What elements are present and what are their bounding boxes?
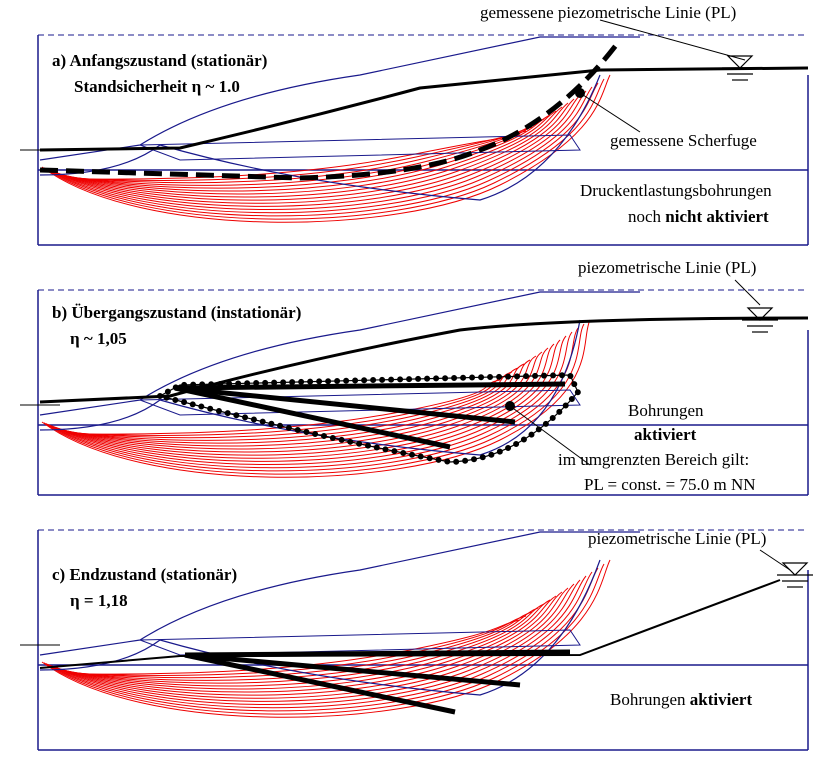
note-part: noch [628, 207, 662, 226]
panel-subtitle: η = 1,18 [70, 591, 128, 610]
note: Bohrungen aktiviert [610, 690, 752, 709]
note: aktiviert [634, 425, 697, 444]
pl-label: gemessene piezometrische Linie (PL) [480, 3, 736, 22]
leader [735, 280, 760, 305]
panel-title: b) Übergangszustand (instationär) [52, 303, 301, 322]
panel-title: c) Endzustand (stationär) [52, 565, 237, 584]
shear-label: gemessene Scherfuge [610, 131, 757, 150]
leader [760, 550, 790, 570]
panel-title: a) Anfangszustand (stationär) [52, 51, 267, 70]
leader [600, 20, 745, 60]
slope-outline [40, 532, 640, 655]
contour [68, 612, 532, 678]
water-symbol [728, 56, 752, 68]
leader [580, 93, 640, 132]
pl-label: piezometrische Linie (PL) [588, 529, 766, 548]
note-part: Bohrungen [610, 690, 686, 709]
note: Druckentlastungsbohrungen [580, 181, 772, 200]
drawings [20, 20, 813, 750]
pl-label: piezometrische Linie (PL) [578, 258, 756, 277]
note-part: nicht aktiviert [665, 207, 769, 226]
contour [50, 91, 586, 210]
figure: gemessene piezometrische Linie (PL) a) A… [0, 0, 818, 758]
water-symbol [783, 563, 807, 575]
note: im umgrenzten Bereich gilt: [558, 450, 749, 469]
note: Bohrungen [628, 401, 704, 420]
note: noch nicht aktiviert [628, 207, 769, 226]
drill [175, 384, 565, 388]
drill [185, 652, 570, 655]
pl-line [40, 318, 808, 402]
note-part: aktiviert [690, 690, 753, 709]
panel-subtitle: η ~ 1,05 [70, 329, 127, 348]
note: PL = const. = 75.0 m NN [584, 475, 756, 494]
panel-subtitle: Standsicherheit η ~ 1.0 [74, 77, 240, 96]
